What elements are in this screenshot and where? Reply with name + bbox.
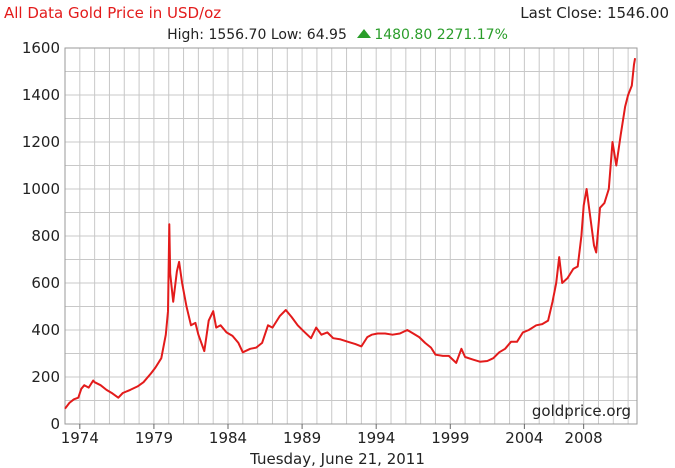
y-tick-label: 800 bbox=[31, 227, 60, 245]
x-tick-label: 1994 bbox=[357, 429, 395, 447]
date-label: Tuesday, June 21, 2011 bbox=[250, 450, 425, 468]
x-tick-label: 1984 bbox=[209, 429, 247, 447]
x-tick-label: 1989 bbox=[283, 429, 321, 447]
change-absolute: 1480.80 bbox=[374, 27, 433, 43]
x-tick-label: 1999 bbox=[431, 429, 469, 447]
plot-border bbox=[64, 47, 638, 425]
y-tick-label: 1200 bbox=[22, 133, 60, 151]
last-close-label: Last Close: 1546.00 bbox=[520, 4, 669, 22]
y-tick-label: 1600 bbox=[22, 39, 60, 57]
y-tick-label: 400 bbox=[31, 321, 60, 339]
x-tick-label: 1974 bbox=[61, 429, 99, 447]
x-tick-label: 2004 bbox=[505, 429, 543, 447]
y-tick-label: 200 bbox=[31, 368, 60, 386]
stats-line: High: 1556.70 Low: 64.95 1480.80 2271.17… bbox=[0, 27, 675, 43]
low-value: Low: 64.95 bbox=[270, 27, 347, 43]
y-tick-label: 1000 bbox=[22, 180, 60, 198]
high-value: High: 1556.70 bbox=[167, 27, 267, 43]
y-tick-label: 0 bbox=[50, 415, 60, 433]
chart-title: All Data Gold Price in USD/oz bbox=[4, 4, 222, 22]
up-arrow-icon bbox=[357, 29, 372, 38]
y-tick-label: 600 bbox=[31, 274, 60, 292]
y-tick-label: 1400 bbox=[22, 86, 60, 104]
x-tick-label: 1979 bbox=[135, 429, 173, 447]
x-tick-label: 2008 bbox=[565, 429, 603, 447]
change-percent: 2271.17% bbox=[436, 27, 508, 43]
watermark-label: goldprice.org bbox=[532, 402, 631, 420]
price-series-line bbox=[64, 58, 637, 410]
